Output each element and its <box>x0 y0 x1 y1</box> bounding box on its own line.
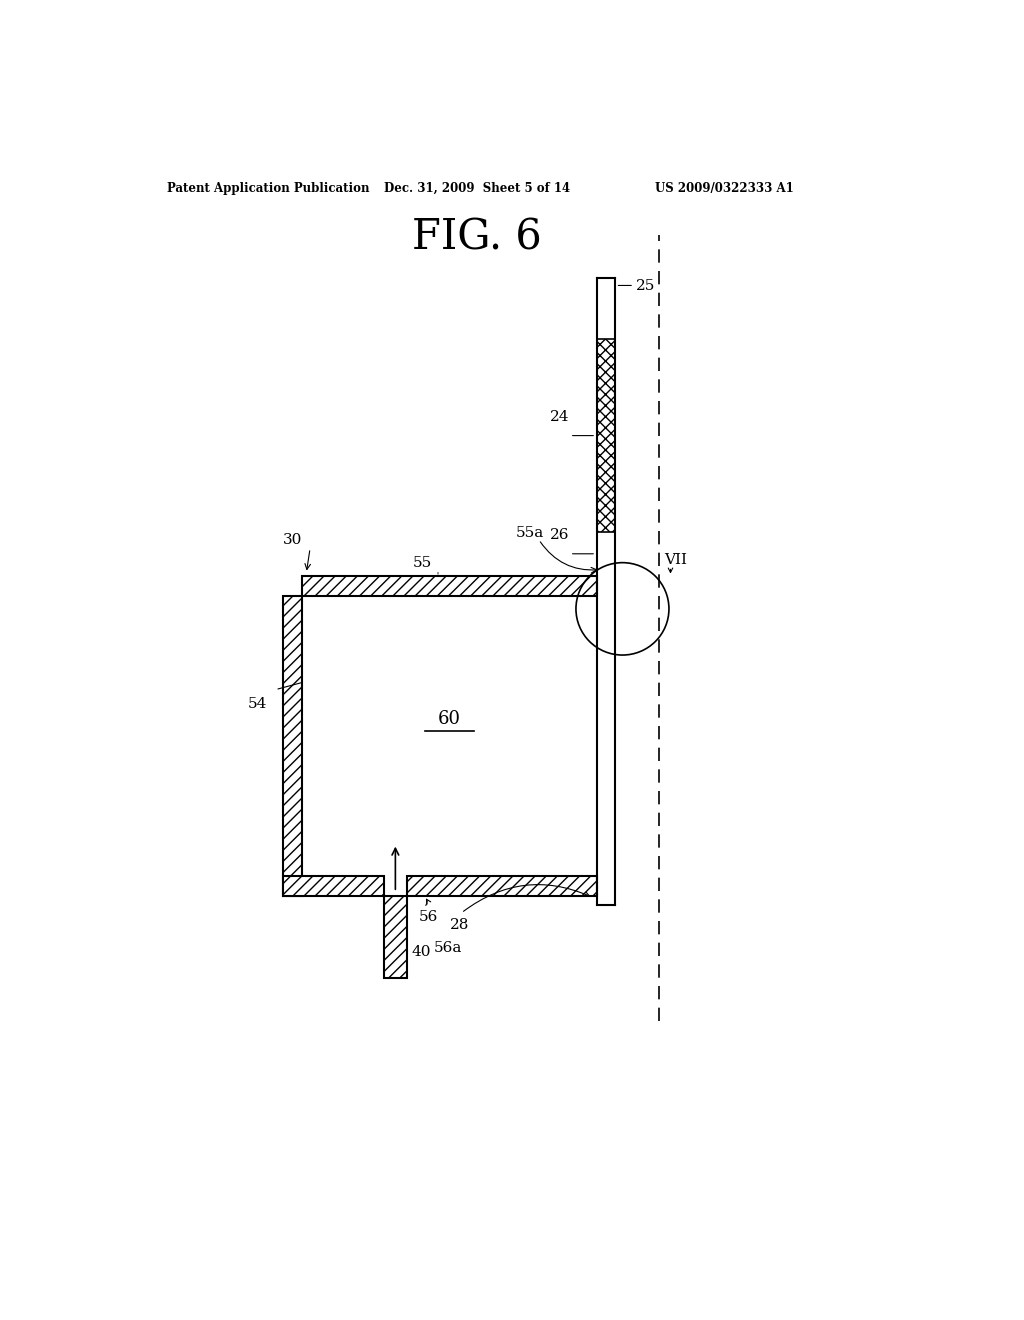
Text: US 2009/0322333 A1: US 2009/0322333 A1 <box>655 182 794 194</box>
Text: Dec. 31, 2009  Sheet 5 of 14: Dec. 31, 2009 Sheet 5 of 14 <box>384 182 570 194</box>
Bar <box>384 896 407 978</box>
Text: 28: 28 <box>450 917 469 932</box>
Text: 55a: 55a <box>515 525 544 540</box>
Text: 54: 54 <box>248 697 267 711</box>
Text: Patent Application Publication: Patent Application Publication <box>167 182 370 194</box>
Text: 55: 55 <box>413 556 432 570</box>
Text: 25: 25 <box>636 280 655 293</box>
Bar <box>283 876 384 896</box>
Text: FIG. 6: FIG. 6 <box>412 216 542 259</box>
Text: VII: VII <box>665 553 687 566</box>
Bar <box>597 339 614 532</box>
Text: 30: 30 <box>283 533 302 548</box>
Text: 26: 26 <box>550 528 570 543</box>
Text: 40: 40 <box>412 945 431 958</box>
Text: 24: 24 <box>550 411 570 424</box>
Text: 56: 56 <box>419 909 438 924</box>
Text: 56a: 56a <box>434 941 463 954</box>
Bar <box>283 595 302 896</box>
Text: 60: 60 <box>438 710 461 729</box>
Bar <box>407 876 597 896</box>
Bar <box>302 576 597 595</box>
